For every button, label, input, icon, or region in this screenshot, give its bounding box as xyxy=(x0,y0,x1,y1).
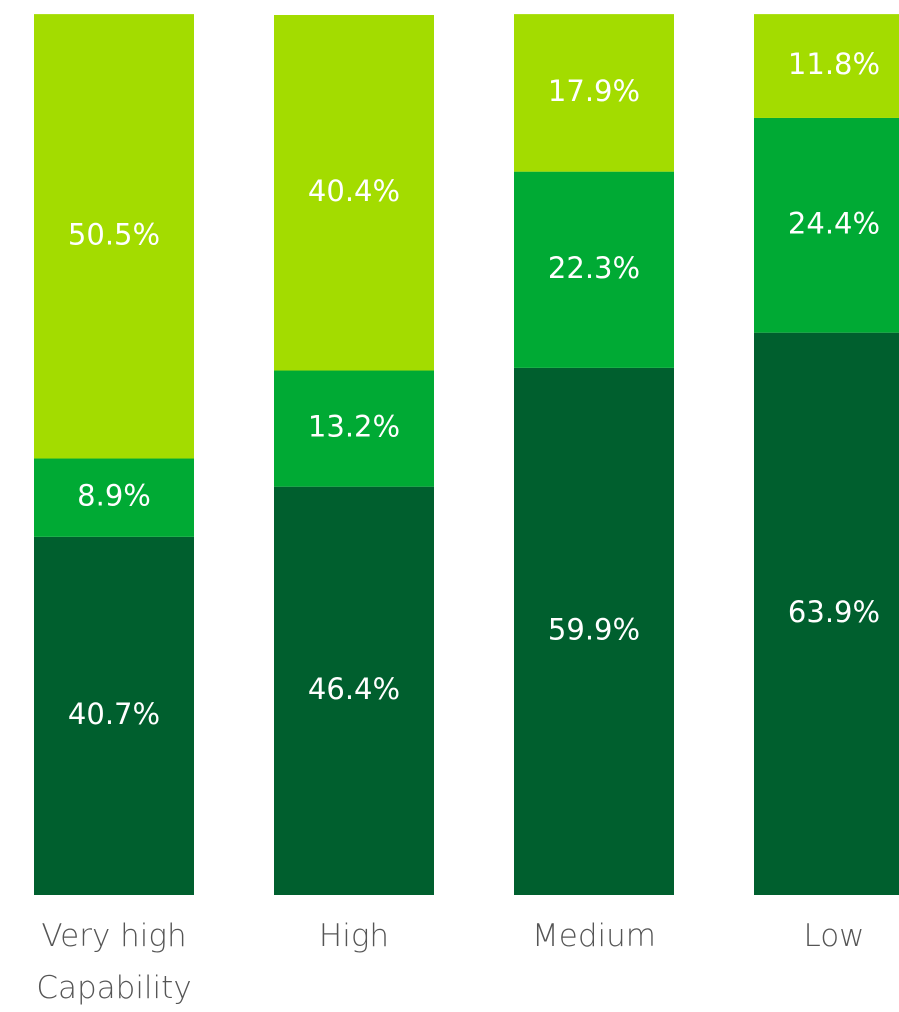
value-label: 46.4% xyxy=(308,672,400,706)
value-label: 13.2% xyxy=(308,410,400,444)
value-label: 50.5% xyxy=(68,217,160,251)
category-label: Medium xyxy=(532,918,656,954)
bar-segment xyxy=(514,14,674,172)
bar-segment xyxy=(754,117,899,333)
bar-segment xyxy=(274,370,434,487)
bar-segment xyxy=(34,458,194,537)
value-label: 59.9% xyxy=(548,612,640,646)
category-label: High xyxy=(318,918,390,954)
value-label: 24.4% xyxy=(788,206,880,240)
bar-segment xyxy=(34,536,194,895)
value-label: 22.3% xyxy=(548,251,640,285)
value-label: 17.9% xyxy=(548,74,640,108)
category-label: Very high Capability xyxy=(36,918,192,1006)
bar-segment xyxy=(274,486,434,895)
bar-segment xyxy=(754,14,899,118)
bar-segment xyxy=(34,14,194,459)
value-label: 8.9% xyxy=(77,479,151,513)
value-label: 40.4% xyxy=(308,174,400,208)
value-label: 63.9% xyxy=(788,595,880,629)
bar-segment xyxy=(754,332,899,895)
bar-segment xyxy=(514,171,674,368)
bar-segment xyxy=(514,367,674,895)
category-label: Low xyxy=(803,918,865,954)
value-label: 11.8% xyxy=(788,47,880,81)
bar-segment xyxy=(274,15,434,371)
value-label: 40.7% xyxy=(68,697,160,731)
